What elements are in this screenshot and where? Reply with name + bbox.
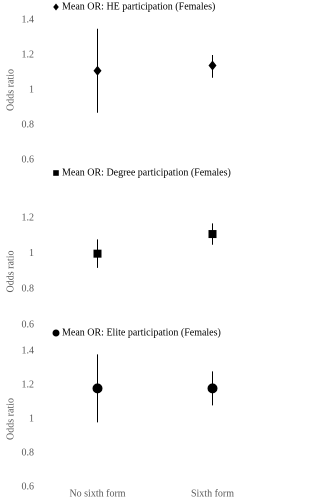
- y-tick-label: 0.8: [22, 284, 35, 295]
- y-tick-label: 1.4: [22, 345, 35, 356]
- legend-marker: [53, 170, 59, 176]
- y-axis-label: Odds ratio: [5, 69, 16, 111]
- y-tick-label: 0.6: [22, 481, 35, 492]
- x-tick-label: Sixth form: [191, 488, 234, 499]
- y-tick-label: 0.6: [22, 319, 35, 330]
- legend-label: Mean OR: Degree participation (Females): [62, 167, 231, 178]
- y-tick-label: 0.8: [22, 447, 35, 458]
- point: [207, 383, 218, 394]
- figure: 0.6 0.8 1 1.2 1.4 Odds ratio Mean OR: HE parti…: [5, 1, 234, 499]
- legend-label: Mean OR: Elite participation (Females): [62, 327, 221, 338]
- y-axis-label: Odds ratio: [5, 251, 16, 293]
- legend-marker: [53, 3, 59, 11]
- legend-label: Mean OR: HE participation (Females): [62, 1, 215, 12]
- point: [93, 249, 102, 258]
- y-tick-label: 0.6: [22, 154, 35, 165]
- y-axis-label: Odds ratio: [5, 398, 16, 440]
- y-tick-label: 1: [29, 248, 34, 259]
- y-tick-label: 1: [29, 84, 34, 95]
- legend-marker: [52, 329, 60, 337]
- point: [208, 60, 217, 71]
- x-tick-label: No sixth form: [69, 488, 125, 499]
- y-tick-label: 1: [29, 413, 34, 424]
- point: [93, 65, 102, 76]
- y-tick-label: 0.8: [22, 119, 35, 130]
- y-tick-label: 1.4: [22, 14, 35, 25]
- y-tick-label: 1.2: [22, 212, 35, 223]
- point: [92, 383, 103, 394]
- y-tick-label: 1.2: [22, 49, 35, 60]
- y-tick-label: 1.2: [22, 379, 35, 390]
- point: [208, 230, 217, 239]
